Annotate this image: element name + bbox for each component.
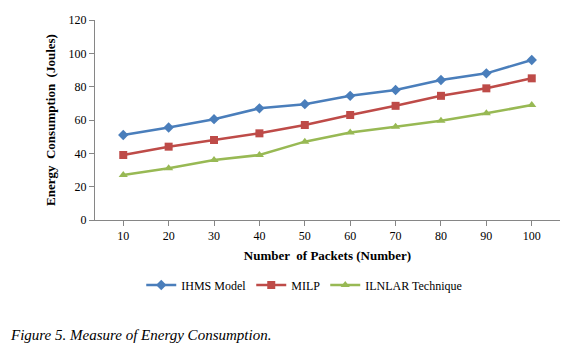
svg-text:70: 70: [390, 229, 402, 243]
svg-text:100: 100: [69, 47, 87, 61]
svg-text:ILNLAR Technique: ILNLAR Technique: [365, 279, 462, 293]
svg-text:90: 90: [480, 229, 492, 243]
svg-text:60: 60: [75, 113, 87, 127]
svg-text:Figure 5. Measure of Energy Co: Figure 5. Measure of Energy Consumption.: [10, 327, 271, 343]
svg-text:10: 10: [117, 229, 129, 243]
svg-text:40: 40: [75, 147, 87, 161]
svg-text:30: 30: [208, 229, 220, 243]
svg-text:20: 20: [163, 229, 175, 243]
svg-text:60: 60: [344, 229, 356, 243]
svg-text:IHMS Model: IHMS Model: [181, 279, 246, 293]
svg-text:120: 120: [69, 13, 87, 27]
svg-text:Energy Consumption (Joules): Energy Consumption (Joules): [43, 34, 58, 206]
svg-text:40: 40: [253, 229, 265, 243]
svg-text:80: 80: [435, 229, 447, 243]
svg-text:100: 100: [523, 229, 541, 243]
svg-text:Number of Packets (Number): Number of Packets (Number): [244, 248, 411, 263]
svg-text:20: 20: [75, 180, 87, 194]
svg-text:80: 80: [75, 80, 87, 94]
svg-text:50: 50: [299, 229, 311, 243]
svg-text:MILP: MILP: [291, 279, 320, 293]
svg-text:0: 0: [81, 213, 87, 227]
